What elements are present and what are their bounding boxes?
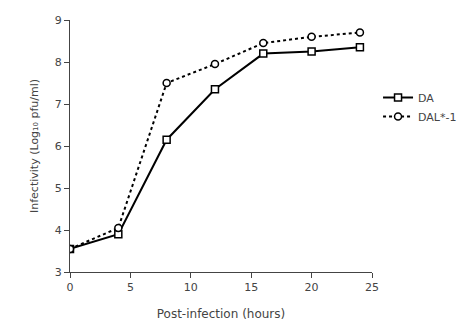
svg-text:7: 7	[55, 98, 62, 111]
svg-text:25: 25	[365, 281, 379, 294]
svg-text:5: 5	[55, 182, 62, 195]
svg-text:4: 4	[55, 224, 62, 237]
svg-text:9: 9	[55, 14, 62, 27]
svg-text:DA: DA	[418, 92, 434, 105]
svg-text:Post-infection (hours): Post-infection (hours)	[157, 307, 285, 321]
svg-text:6: 6	[55, 140, 62, 153]
svg-text:0: 0	[67, 281, 74, 294]
svg-text:10: 10	[184, 281, 198, 294]
svg-text:8: 8	[55, 56, 62, 69]
svg-text:5: 5	[127, 281, 134, 294]
svg-text:DAL*-1: DAL*-1	[418, 111, 456, 124]
svg-text:15: 15	[244, 281, 258, 294]
svg-text:20: 20	[305, 281, 319, 294]
svg-text:Infectivity (Log₁₀ pfu/ml): Infectivity (Log₁₀ pfu/ml)	[28, 79, 41, 213]
svg-text:3: 3	[55, 266, 62, 279]
